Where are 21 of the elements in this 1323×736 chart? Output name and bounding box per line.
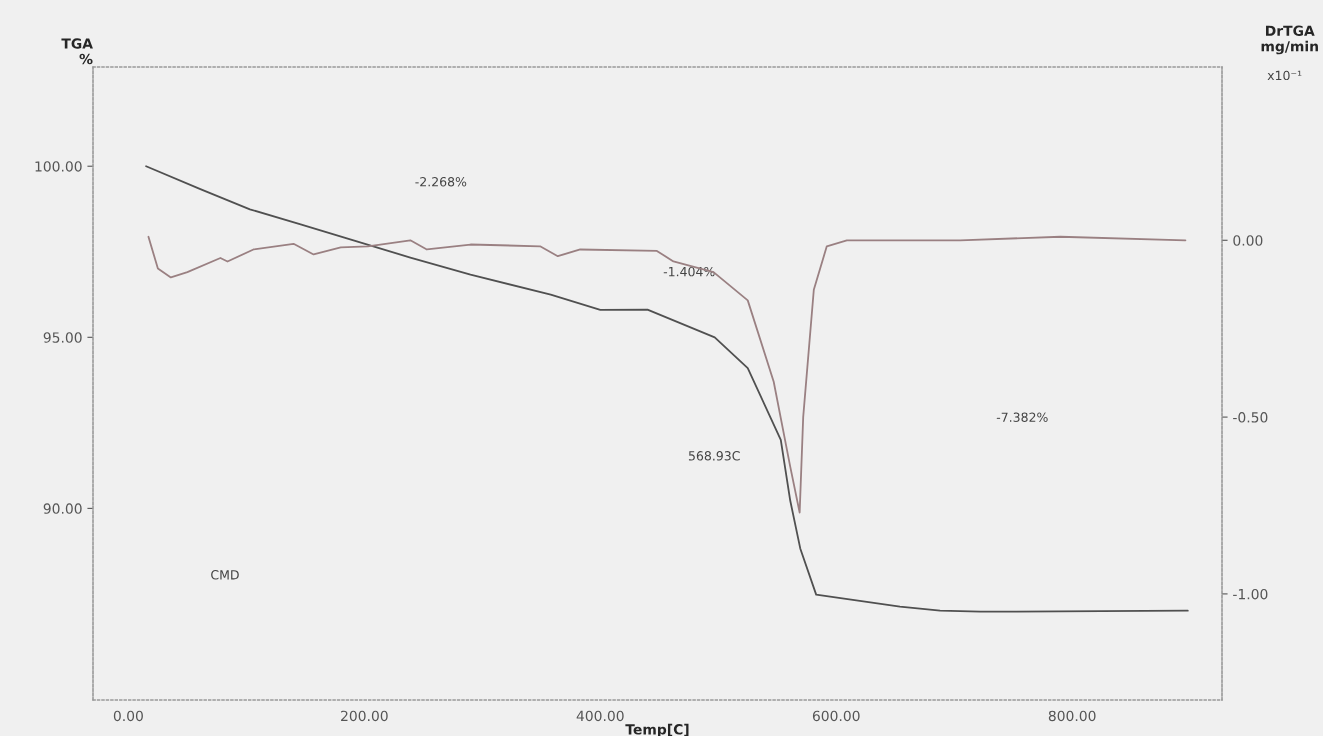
annotation: CMD — [211, 570, 239, 580]
y-tick-label: 90.00 — [43, 503, 82, 514]
x-tick-label: 400.00 — [576, 710, 624, 722]
x-tick-label: 600.00 — [812, 710, 860, 722]
annotation: 568.93C — [688, 451, 740, 461]
y2-tick-label: -1.00 — [1233, 588, 1268, 600]
x-tick-label: 800.00 — [1048, 710, 1096, 722]
text: x10⁻¹ — [1267, 70, 1302, 81]
y-axis-title: TGA % — [61, 38, 93, 65]
annotation: -1.404% — [663, 266, 715, 277]
line-series — [145, 165, 1189, 613]
y-tick-label: 100.00 — [35, 161, 82, 172]
x-tick-label: 0.00 — [113, 710, 143, 722]
annotation: -7.382% — [996, 412, 1048, 422]
y2-axis-title: DrTGA mg/min — [1261, 25, 1318, 55]
y-tick-label: 95.00 — [43, 332, 82, 343]
y2-tick-label: -0.50 — [1233, 412, 1268, 423]
x-tick-label: 200.00 — [341, 710, 388, 722]
line-series — [147, 235, 1187, 514]
annotation: -2.268% — [415, 177, 467, 187]
y2-tick-label: 0.00 — [1233, 235, 1263, 246]
